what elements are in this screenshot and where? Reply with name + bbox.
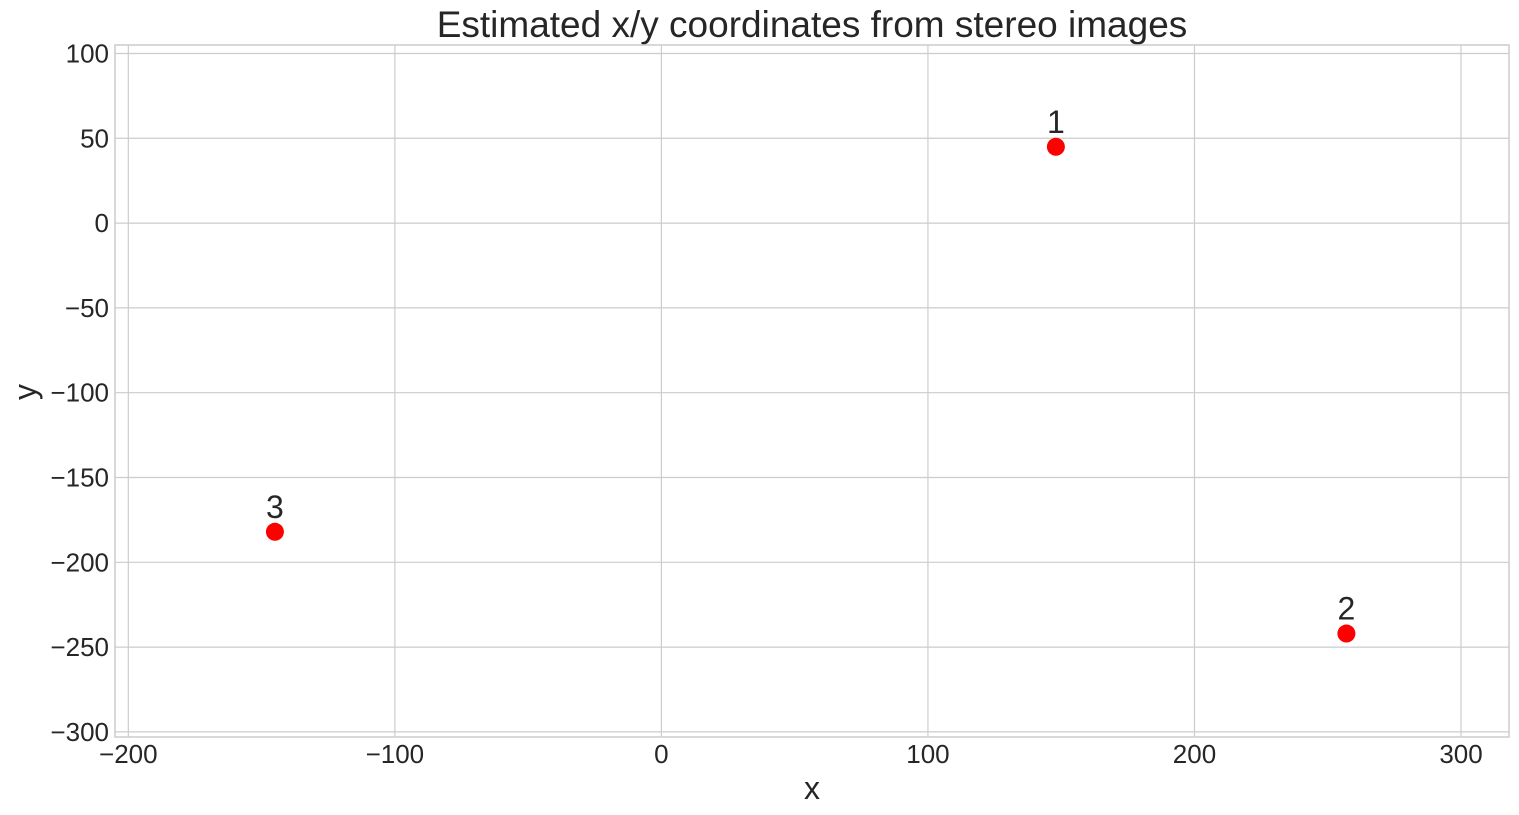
x-tick-label: −100	[366, 739, 425, 769]
y-tick-label: 50	[80, 123, 109, 153]
chart-title: Estimated x/y coordinates from stereo im…	[437, 4, 1188, 45]
y-tick-label: −50	[65, 293, 109, 323]
y-tick-label: −100	[50, 378, 109, 408]
data-point	[265, 522, 284, 541]
y-tick-label: 0	[95, 208, 109, 238]
x-tick-label: 200	[1173, 739, 1216, 769]
x-axis-label: x	[804, 770, 820, 806]
data-point-label: 1	[1047, 104, 1065, 140]
grid-lines	[115, 45, 1509, 737]
tick-labels: −200 −100 0 100 200 300100500−50−100−150−200−…	[50, 38, 1482, 769]
data-point	[1337, 624, 1356, 643]
data-point	[1046, 137, 1065, 156]
y-tick-label: −200	[50, 547, 109, 577]
data-point-label: 3	[266, 489, 284, 525]
y-tick-label: −250	[50, 632, 109, 662]
x-tick-label: 100	[906, 739, 949, 769]
x-tick-label: 300	[1439, 739, 1482, 769]
x-tick-label: −200	[99, 739, 158, 769]
data-points: 1 2 3	[265, 104, 1356, 643]
y-tick-label: −300	[50, 717, 109, 747]
data-point-label: 2	[1338, 591, 1356, 627]
x-tick-label: 0	[654, 739, 668, 769]
y-tick-label: 100	[66, 38, 109, 68]
y-tick-label: −150	[50, 463, 109, 493]
y-axis-label: y	[7, 384, 43, 400]
plot-frame	[114, 44, 1510, 738]
